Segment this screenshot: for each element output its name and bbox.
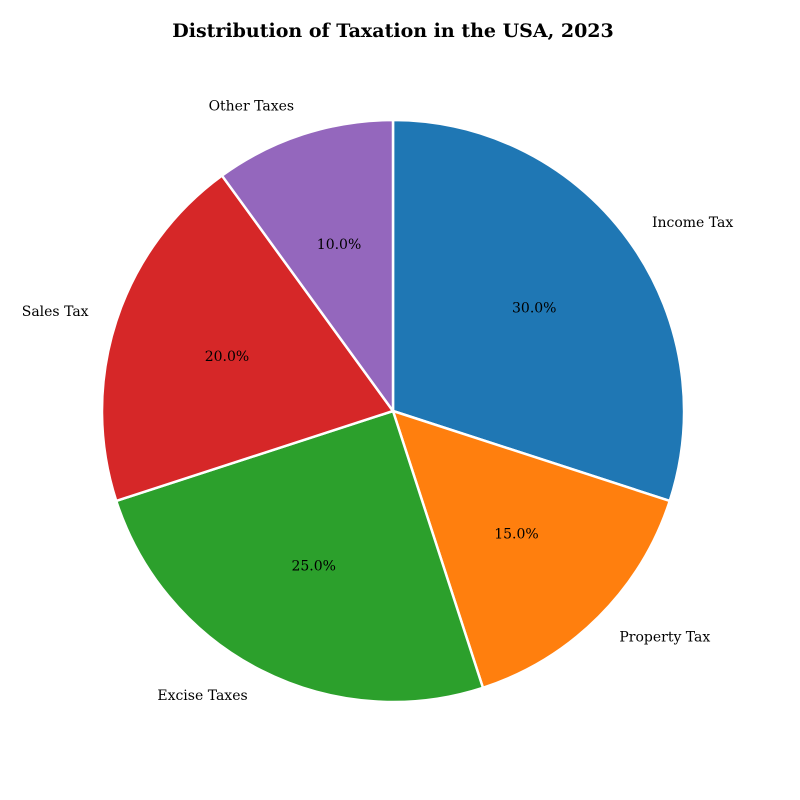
pie-slice-property-tax (391, 409, 672, 690)
pct-label-income-tax: 30.0% (512, 300, 556, 316)
pct-label-other-taxes: 10.0% (317, 237, 361, 253)
slice-label-other-taxes: Other Taxes (209, 99, 295, 115)
pie-slice-sales-tax (100, 174, 395, 503)
pie-slice-income-tax (391, 118, 686, 503)
slice-label-sales-tax: Sales Tax (22, 304, 89, 320)
pct-label-sales-tax: 20.0% (205, 349, 249, 365)
pie-slice-other-taxes (220, 118, 395, 413)
slice-label-property-tax: Property Tax (619, 629, 710, 645)
pie-slices (100, 118, 686, 704)
slice-label-income-tax: Income Tax (652, 215, 733, 231)
chart-title: Distribution of Taxation in the USA, 202… (172, 20, 614, 42)
pie-slice-excise-taxes (114, 409, 485, 704)
pct-label-property-tax: 15.0% (494, 526, 538, 542)
pie-labels: Income Tax 30.0% Property Tax 15.0% Excise T… (22, 99, 734, 705)
pct-label-excise-taxes: 25.0% (291, 559, 335, 575)
slice-label-excise-taxes: Excise Taxes (157, 688, 247, 704)
